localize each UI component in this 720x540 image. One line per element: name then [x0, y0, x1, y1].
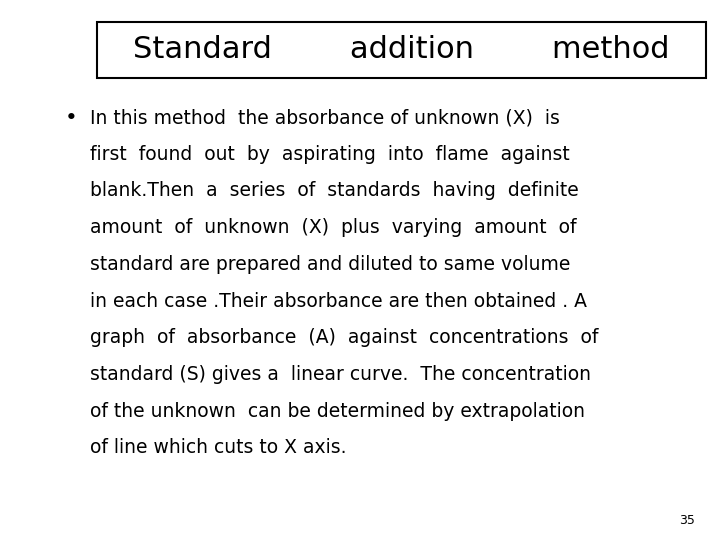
Text: Standard        addition        method: Standard addition method: [133, 36, 670, 64]
Text: in each case .Their absorbance are then obtained . A: in each case .Their absorbance are then …: [90, 292, 587, 310]
Text: blank.Then  a  series  of  standards  having  definite: blank.Then a series of standards having …: [90, 181, 579, 200]
Bar: [97, 22, 706, 78]
Text: In this method  the absorbance of unknown (X)  is: In this method the absorbance of unknown…: [90, 108, 560, 127]
Text: •: •: [65, 108, 78, 128]
Text: amount  of  unknown  (X)  plus  varying  amount  of: amount of unknown (X) plus varying amoun…: [90, 218, 577, 237]
Text: 35: 35: [679, 514, 695, 526]
Text: standard (S) gives a  linear curve.  The concentration: standard (S) gives a linear curve. The c…: [90, 365, 591, 384]
Text: first  found  out  by  aspirating  into  flame  against: first found out by aspirating into flame…: [90, 145, 570, 164]
Text: graph  of  absorbance  (A)  against  concentrations  of: graph of absorbance (A) against concentr…: [90, 328, 598, 347]
Text: of line which cuts to X axis.: of line which cuts to X axis.: [90, 438, 346, 457]
Text: of the unknown  can be determined by extrapolation: of the unknown can be determined by extr…: [90, 402, 585, 421]
Text: standard are prepared and diluted to same volume: standard are prepared and diluted to sam…: [90, 255, 570, 274]
